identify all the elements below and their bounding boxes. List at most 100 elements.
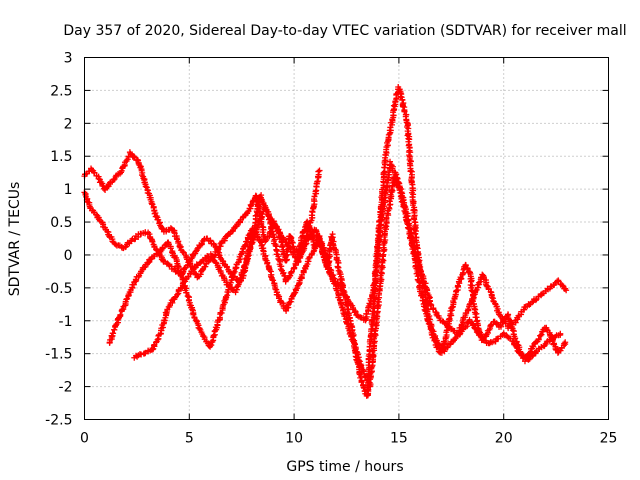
y-tick-label: 1 xyxy=(64,182,73,198)
y-tick-label: -1 xyxy=(59,314,73,330)
data-point xyxy=(392,175,399,182)
data-point xyxy=(559,282,566,289)
data-point xyxy=(410,207,417,214)
data-point xyxy=(530,343,537,350)
data-point xyxy=(404,224,411,231)
data-point xyxy=(370,352,377,359)
data-point xyxy=(149,238,156,245)
y-tick-label: 0 xyxy=(64,248,73,264)
data-point xyxy=(144,260,151,267)
y-tick-label: -0.5 xyxy=(45,281,72,297)
data-point xyxy=(405,225,412,232)
y-tick-label: 1.5 xyxy=(50,149,72,165)
y-axis-label: SDTVAR / TECUs xyxy=(7,182,23,297)
plot-frame xyxy=(84,57,609,420)
x-tick-label: 25 xyxy=(600,431,618,447)
data-point xyxy=(231,268,238,275)
data-point xyxy=(363,311,370,318)
data-point xyxy=(487,321,494,328)
data-point xyxy=(306,222,313,229)
data-point xyxy=(287,245,294,252)
data-point xyxy=(315,168,322,175)
y-tick-label: -2 xyxy=(59,380,73,396)
data-point xyxy=(196,325,203,332)
data-point xyxy=(111,326,118,333)
data-point xyxy=(529,299,536,306)
data-point xyxy=(269,231,276,238)
x-axis-label: GPS time / hours xyxy=(286,459,403,475)
data-point xyxy=(211,327,218,334)
data-point xyxy=(368,326,375,333)
data-point xyxy=(287,298,294,305)
data-point xyxy=(93,211,100,218)
data-point xyxy=(398,198,405,205)
x-tick-label: 0 xyxy=(80,431,89,447)
data-point xyxy=(259,210,266,217)
data-point xyxy=(212,259,219,266)
grid-lines xyxy=(84,57,609,420)
data-point xyxy=(279,244,286,251)
data-point xyxy=(529,353,536,360)
data-point xyxy=(193,261,200,268)
data-point xyxy=(432,309,439,316)
data-point xyxy=(268,225,275,232)
data-point xyxy=(95,175,102,182)
data-point xyxy=(142,183,149,190)
y-tick-label: 3 xyxy=(64,51,73,67)
data-point xyxy=(267,220,274,227)
x-tick-label: 15 xyxy=(390,431,408,447)
data-point xyxy=(268,273,274,280)
x-tick-label: 20 xyxy=(495,431,513,447)
data-point xyxy=(532,349,539,356)
data-point xyxy=(218,309,225,316)
data-point xyxy=(272,285,279,292)
data-point xyxy=(91,169,98,176)
data-point xyxy=(563,287,570,294)
data-point xyxy=(208,253,215,260)
y-tick-label: 2.5 xyxy=(50,83,72,99)
data-point xyxy=(474,329,481,336)
data-point xyxy=(154,336,161,343)
data-point xyxy=(312,188,319,195)
data-point xyxy=(316,167,323,174)
data-point xyxy=(185,273,192,280)
y-tick-label: -2.5 xyxy=(45,413,72,429)
data-point xyxy=(191,264,198,271)
data-point xyxy=(242,241,249,248)
data-point xyxy=(189,306,196,313)
data-point xyxy=(229,273,236,280)
data-point xyxy=(472,325,479,332)
data-point xyxy=(296,254,303,261)
data-point xyxy=(245,255,252,262)
series-trace-4 xyxy=(131,167,323,361)
data-point xyxy=(183,289,190,296)
data-point xyxy=(184,262,191,269)
data-point xyxy=(112,241,119,248)
axis-ticks: 0 5 10 15 20 25 -2.5 -2 -1.5 -1 -0.5 0 0.5 1 1.5 2 2.5 3 xyxy=(45,51,617,447)
data-point xyxy=(412,231,419,238)
data-point xyxy=(110,330,117,337)
data-point xyxy=(538,331,545,338)
data-point xyxy=(444,323,451,330)
data-point xyxy=(464,264,471,271)
data-point xyxy=(194,245,201,252)
data-point xyxy=(263,237,270,244)
data-point xyxy=(535,335,542,342)
y-tick-label: -1.5 xyxy=(45,347,72,363)
data-point xyxy=(509,327,516,334)
data-point xyxy=(488,294,495,301)
data-point xyxy=(562,339,569,346)
data-point xyxy=(289,239,296,246)
x-tick-label: 10 xyxy=(285,431,303,447)
data-point xyxy=(169,249,176,256)
data-point xyxy=(159,225,166,232)
x-tick-label: 5 xyxy=(185,431,194,447)
chart-title: Day 357 of 2020, Sidereal Day-to-day VTE… xyxy=(63,23,626,39)
data-point xyxy=(213,245,220,252)
data-point xyxy=(174,291,181,298)
data-point xyxy=(446,315,453,322)
y-tick-label: 2 xyxy=(64,116,73,132)
data-point xyxy=(356,358,363,365)
data-point xyxy=(532,297,539,304)
